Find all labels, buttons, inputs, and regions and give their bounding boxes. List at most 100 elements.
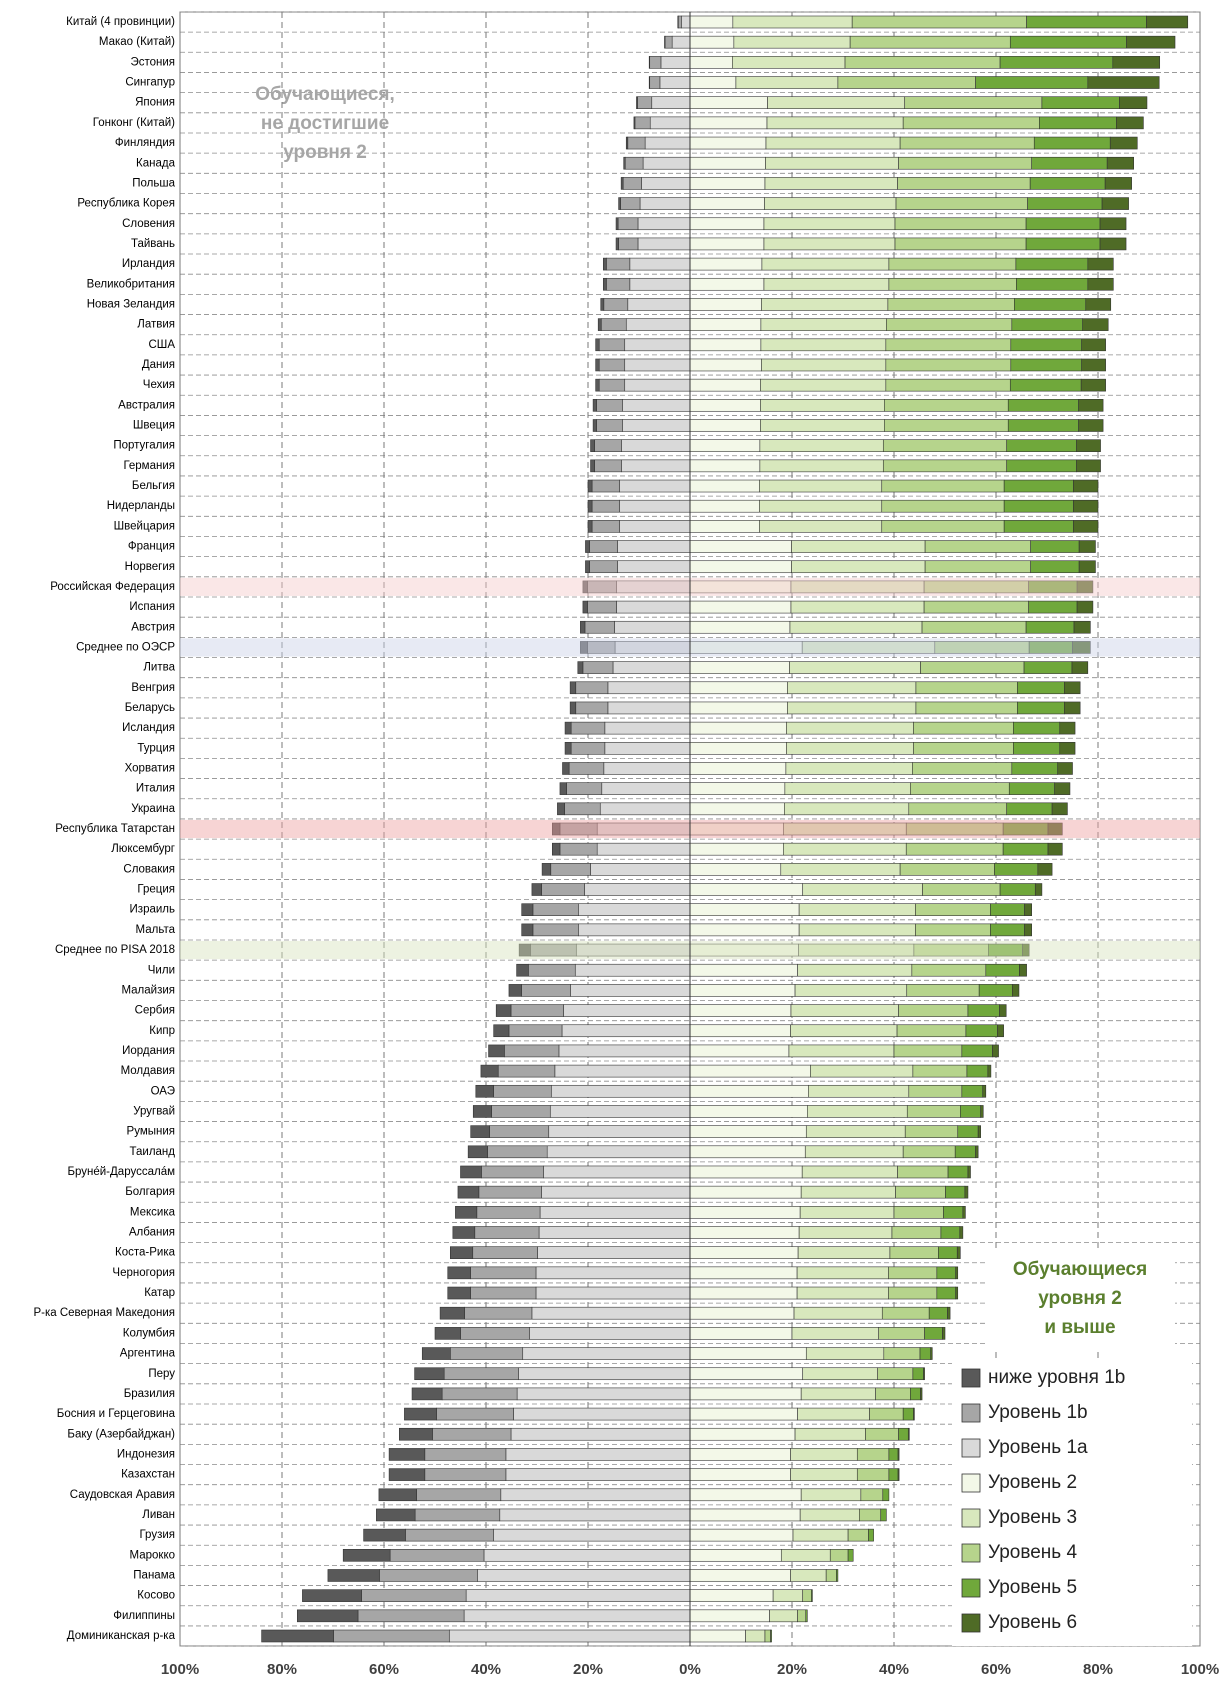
- bar-segment: [599, 802, 691, 816]
- bar-segment: [689, 1508, 801, 1522]
- bar-segment: [521, 903, 534, 917]
- bar-segment: [1059, 741, 1076, 755]
- bar-segment: [966, 1064, 989, 1078]
- category-label: Баку (Азербайджан): [67, 1428, 175, 1440]
- bar-segment: [1027, 197, 1103, 210]
- bar-segment: [495, 1004, 512, 1017]
- x-tick-label: 20%: [777, 1661, 807, 1678]
- category-label: Нидерланды: [107, 500, 175, 512]
- bar-segment: [1081, 358, 1106, 372]
- bar-segment: [554, 1064, 691, 1078]
- bar-segment: [689, 600, 792, 614]
- bar-segment: [580, 641, 588, 654]
- bar-segment: [1009, 35, 1127, 49]
- category-label: Бельгия: [132, 480, 175, 492]
- bar-segment: [770, 1629, 772, 1643]
- bar-segment: [787, 701, 917, 715]
- legend-swatch: [961, 1578, 981, 1598]
- category-label: Дания: [142, 359, 175, 371]
- bar-segment: [488, 1044, 505, 1058]
- category-label: Ирландия: [122, 258, 175, 270]
- bar-segment: [1008, 782, 1055, 795]
- bar-segment: [483, 1549, 691, 1562]
- bar-segment: [825, 1569, 837, 1582]
- bar-segment: [689, 903, 800, 917]
- bar-segment: [787, 681, 917, 695]
- bar-segment: [805, 1347, 885, 1360]
- x-tick-label: 20%: [573, 1661, 603, 1678]
- bar-segment: [851, 15, 1027, 29]
- bar-segment: [904, 96, 1043, 109]
- bar-segment: [764, 177, 898, 190]
- legend-swatch: [961, 1508, 981, 1528]
- bar-segment: [538, 1226, 691, 1239]
- bar-segment: [379, 1569, 478, 1582]
- bar-segment: [912, 762, 1013, 775]
- bar-segment: [1010, 358, 1082, 372]
- bar-segment: [910, 782, 1010, 795]
- bar-segment: [915, 903, 991, 917]
- bar-segment: [1026, 15, 1147, 29]
- bar-segment: [600, 318, 627, 331]
- bar-segment: [1006, 802, 1053, 816]
- bar-segment: [888, 1448, 899, 1461]
- bar-segment: [1019, 963, 1027, 977]
- bar-segment: [920, 1387, 923, 1401]
- bar-segment: [376, 1508, 416, 1522]
- bar-segment: [920, 661, 1025, 674]
- bar-segment: [836, 1569, 839, 1582]
- bar-segment: [570, 741, 606, 755]
- bar-segment: [521, 923, 534, 937]
- bar-segment: [629, 257, 691, 271]
- bar-segment: [790, 1569, 827, 1582]
- bar-segment: [837, 76, 976, 89]
- bar-segment: [541, 1185, 691, 1199]
- bar-segment: [598, 378, 626, 392]
- bar-segment: [759, 479, 883, 493]
- bar-segment: [689, 863, 782, 876]
- legend-label: Уровень 2: [988, 1472, 1077, 1493]
- bar-segment: [930, 1347, 933, 1360]
- bar-segment: [924, 1327, 943, 1340]
- bar-segment: [902, 1145, 956, 1159]
- bar-segment: [1087, 257, 1114, 271]
- bar-segment: [760, 419, 885, 432]
- bar-segment: [897, 1165, 949, 1179]
- bar-segment: [1059, 721, 1076, 735]
- bar-segment: [441, 1387, 518, 1401]
- bar-segment: [732, 56, 846, 69]
- bar-segment: [1031, 156, 1108, 170]
- bar-segment: [999, 883, 1036, 896]
- bar-segment: [404, 1407, 437, 1421]
- bar-segment: [1073, 479, 1099, 493]
- annotation: не достигшие: [261, 113, 389, 134]
- bar-segment: [357, 1609, 465, 1623]
- bar-segment: [559, 782, 567, 795]
- bar-segment: [642, 156, 691, 170]
- bar-segment: [532, 903, 579, 917]
- bar-segment: [543, 1165, 691, 1179]
- bar-segment: [733, 35, 851, 49]
- bar-segment: [447, 1266, 472, 1280]
- bar-segment: [954, 1145, 976, 1159]
- bar-segment: [689, 439, 761, 452]
- bar-segment: [569, 701, 577, 715]
- bar-segment: [689, 479, 760, 493]
- bar-segment: [1007, 419, 1079, 432]
- annotation: уровня 2: [1038, 1288, 1122, 1309]
- bar-segment: [689, 1327, 793, 1340]
- bar-segment: [1126, 35, 1176, 49]
- bar-segment: [671, 35, 691, 49]
- bar-segment: [432, 1427, 512, 1441]
- category-label: Испания: [129, 601, 175, 613]
- bar-segment: [550, 1084, 691, 1098]
- bar-segment: [784, 802, 910, 816]
- bar-segment: [1024, 903, 1033, 917]
- bar-segment: [1076, 600, 1094, 614]
- bar-segment: [595, 338, 600, 352]
- bar-segment: [689, 136, 767, 150]
- bar-segment: [510, 1004, 564, 1017]
- bar-segment: [566, 782, 603, 795]
- bar-segment: [575, 701, 609, 715]
